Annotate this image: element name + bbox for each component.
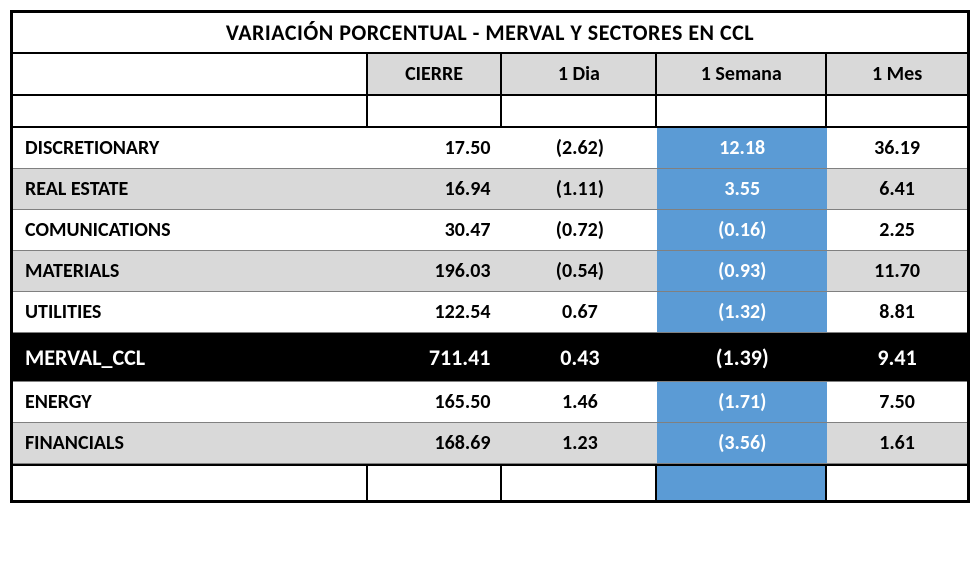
table-row: ENERGY165.501.46(1.71)7.50 (13, 382, 967, 423)
cell-cierre: 711.41 (368, 333, 503, 381)
cell-cierre: 30.47 (368, 210, 503, 250)
row-label: MERVAL_CCL (13, 333, 368, 381)
cell-1semana: (3.56) (657, 423, 827, 463)
cell-cierre: 165.50 (368, 382, 503, 422)
table-row: COMUNICATIONS30.47(0.72)(0.16)2.25 (13, 210, 967, 251)
cell-cierre: 17.50 (368, 128, 503, 168)
cell-cierre: 122.54 (368, 292, 503, 332)
cell-cierre: 196.03 (368, 251, 503, 291)
cell-1mes: 6.41 (827, 169, 967, 209)
header-1dia: 1 Dia (502, 54, 657, 94)
row-label: FINANCIALS (13, 423, 368, 463)
cell-1dia: 1.46 (502, 382, 657, 422)
cell-1dia: (0.54) (502, 251, 657, 291)
cell-1semana: (1.39) (657, 333, 827, 381)
cell-1mes: 1.61 (827, 423, 967, 463)
cell-1semana: (0.16) (657, 210, 827, 250)
cell-1dia: 0.43 (502, 333, 657, 381)
row-label: REAL ESTATE (13, 169, 368, 209)
cell-1dia: 0.67 (502, 292, 657, 332)
cell-1mes: 9.41 (827, 333, 967, 381)
data-rows-container: DISCRETIONARY17.50(2.62)12.1836.19REAL E… (13, 128, 967, 464)
table-row: FINANCIALS168.691.23(3.56)1.61 (13, 423, 967, 464)
row-label: ENERGY (13, 382, 368, 422)
cell-1dia: (2.62) (502, 128, 657, 168)
cell-1dia: (1.11) (502, 169, 657, 209)
table-row: MATERIALS196.03(0.54)(0.93)11.70 (13, 251, 967, 292)
cell-1mes: 36.19 (827, 128, 967, 168)
cell-1dia: 1.23 (502, 423, 657, 463)
cell-cierre: 168.69 (368, 423, 503, 463)
cell-1mes: 11.70 (827, 251, 967, 291)
row-label: DISCRETIONARY (13, 128, 368, 168)
table-row: REAL ESTATE16.94(1.11)3.556.41 (13, 169, 967, 210)
header-cierre: CIERRE (368, 54, 503, 94)
merval-row: MERVAL_CCL711.410.43(1.39)9.41 (13, 333, 967, 382)
cell-1semana: 3.55 (657, 169, 827, 209)
table-title: VARIACIÓN PORCENTUAL - MERVAL Y SECTORES… (13, 13, 967, 54)
row-label: COMUNICATIONS (13, 210, 368, 250)
table-row: UTILITIES122.540.67(1.32)8.81 (13, 292, 967, 333)
row-label: UTILITIES (13, 292, 368, 332)
cell-1mes: 2.25 (827, 210, 967, 250)
header-1mes: 1 Mes (827, 54, 967, 94)
sector-variation-table: VARIACIÓN PORCENTUAL - MERVAL Y SECTORES… (10, 10, 970, 503)
cell-1semana: (1.32) (657, 292, 827, 332)
header-blank (13, 54, 368, 94)
header-1semana: 1 Semana (657, 54, 827, 94)
cell-1mes: 8.81 (827, 292, 967, 332)
table-row: DISCRETIONARY17.50(2.62)12.1836.19 (13, 128, 967, 169)
cell-1dia: (0.72) (502, 210, 657, 250)
spacer-row-bottom (13, 464, 967, 500)
cell-1semana: (0.93) (657, 251, 827, 291)
header-row: CIERRE 1 Dia 1 Semana 1 Mes (13, 54, 967, 96)
cell-cierre: 16.94 (368, 169, 503, 209)
cell-1semana: (1.71) (657, 382, 827, 422)
row-label: MATERIALS (13, 251, 368, 291)
spacer-row-top (13, 96, 967, 128)
cell-1mes: 7.50 (827, 382, 967, 422)
cell-1semana: 12.18 (657, 128, 827, 168)
